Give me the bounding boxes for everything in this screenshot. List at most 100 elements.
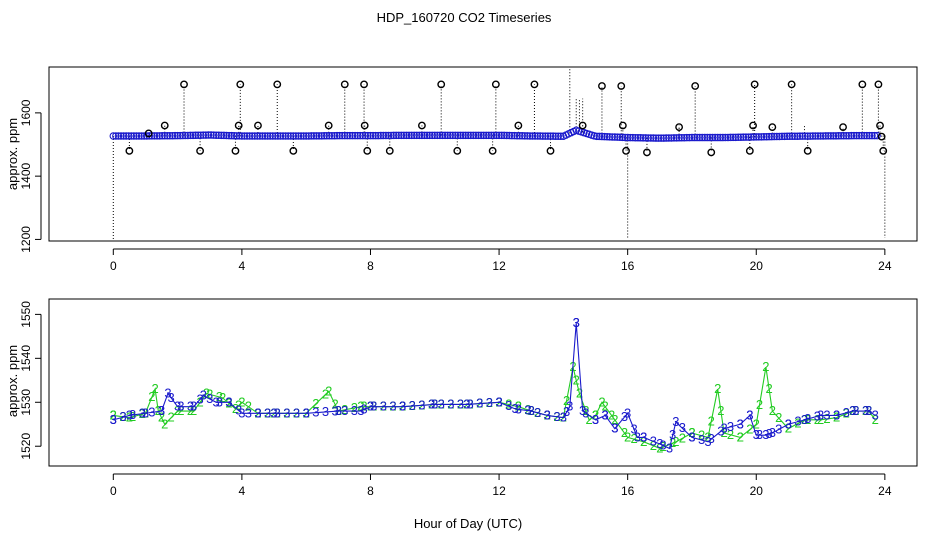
baseline-point	[510, 131, 519, 140]
baseline-point	[384, 131, 393, 140]
baseline-point	[441, 131, 449, 140]
series-point-3: 3	[833, 407, 840, 422]
baseline-point	[695, 133, 704, 142]
baseline-point	[410, 131, 418, 140]
series-point-2: 2	[688, 425, 695, 440]
series-marker-2: 2	[187, 403, 194, 418]
baseline-point	[225, 131, 233, 140]
series-point-3: 3	[495, 394, 502, 409]
baseline-point	[636, 134, 645, 142]
baseline-point	[670, 134, 678, 142]
top-x-tick-label: 20	[750, 259, 764, 273]
baseline-point	[348, 131, 357, 140]
series-marker-3: 3	[283, 405, 290, 420]
series-point-3: 3	[865, 403, 872, 418]
baseline-point	[752, 133, 761, 141]
baseline-point	[719, 133, 727, 142]
baseline-point	[436, 131, 444, 140]
baseline-point	[842, 131, 851, 140]
chart-title: HDP_160720 CO2 Timeseries	[377, 10, 552, 25]
series-point-2: 2	[785, 421, 792, 436]
series-marker-2: 2	[717, 403, 724, 418]
baseline-point	[598, 132, 606, 141]
baseline-point	[649, 134, 658, 142]
baseline-point	[798, 132, 807, 140]
series-point-3: 3	[200, 388, 207, 403]
series-point-3: 3	[512, 401, 519, 416]
baseline-point	[485, 131, 493, 140]
bottom-y-tick-label: 1550	[19, 301, 33, 328]
series-marker-2: 2	[640, 434, 647, 449]
bottom-x-tick-label: 4	[239, 484, 246, 498]
baseline-point	[312, 132, 321, 140]
series-marker-2: 2	[332, 396, 339, 411]
baseline-point	[521, 132, 529, 140]
series-marker-2: 2	[785, 421, 792, 436]
baseline-point	[857, 131, 866, 140]
series-marker-3: 3	[669, 427, 676, 442]
baseline-point	[307, 132, 316, 140]
series-point-3: 3	[634, 429, 641, 444]
baseline-point	[685, 133, 694, 142]
baseline-point	[294, 132, 303, 140]
series-marker-2: 2	[341, 402, 348, 417]
outlier-point	[254, 121, 262, 130]
series-point-3: 3	[579, 403, 586, 418]
series-point-2: 2	[714, 381, 721, 396]
bottom-y-axis: 1520 1530 1540 1550	[19, 301, 42, 460]
baseline-point	[492, 131, 501, 140]
baseline-point	[631, 133, 640, 142]
series-marker-3: 3	[862, 403, 869, 418]
baseline-point	[382, 131, 390, 140]
baseline-point	[618, 133, 627, 142]
baseline-point	[503, 131, 511, 140]
series-marker-3: 3	[225, 394, 232, 409]
baseline-point	[276, 132, 285, 140]
baseline-point	[418, 131, 426, 140]
baseline-point	[629, 133, 637, 142]
baseline-point	[793, 132, 802, 140]
baseline-point	[281, 132, 290, 140]
baseline-point	[783, 132, 791, 141]
baseline-point	[855, 131, 863, 140]
series-marker-2: 2	[563, 393, 570, 408]
series-marker-3: 3	[756, 427, 763, 442]
outlier-point	[707, 148, 716, 157]
baseline-point	[744, 133, 753, 141]
baseline-point	[600, 132, 609, 141]
baseline-point	[713, 133, 722, 142]
baseline-point	[860, 131, 869, 140]
series-point-3: 3	[126, 407, 133, 422]
baseline-point	[590, 132, 598, 140]
baseline-point	[176, 131, 184, 140]
series-marker-3: 3	[515, 401, 522, 416]
outlier-point	[750, 80, 759, 89]
baseline-point	[811, 132, 820, 140]
series-marker-3: 3	[698, 432, 705, 447]
series-marker-3: 3	[611, 421, 618, 436]
baseline-point	[297, 132, 305, 140]
series-point-2: 2	[576, 385, 583, 400]
series-line-3	[113, 323, 876, 450]
baseline-point	[621, 133, 629, 142]
baseline-point	[634, 134, 642, 142]
baseline-point	[701, 133, 709, 142]
baseline-point	[539, 132, 547, 140]
baseline-point	[495, 131, 503, 140]
series-point-3: 3	[190, 399, 197, 414]
top-x-tick-label: 0	[110, 259, 117, 273]
baseline-point	[212, 131, 220, 139]
series-marker-3: 3	[630, 421, 637, 436]
baseline-point	[837, 132, 845, 140]
baseline-point	[220, 131, 228, 140]
baseline-point	[207, 131, 215, 139]
series-point-3: 3	[602, 407, 609, 422]
series-marker-2: 2	[698, 428, 705, 443]
series-marker-2: 2	[669, 435, 676, 450]
baseline-point	[227, 131, 236, 140]
series-point-2: 2	[592, 407, 599, 422]
baseline-point	[222, 131, 231, 140]
series-marker-2: 2	[573, 372, 580, 387]
baseline-point	[832, 132, 840, 140]
outlier-point	[749, 121, 757, 130]
